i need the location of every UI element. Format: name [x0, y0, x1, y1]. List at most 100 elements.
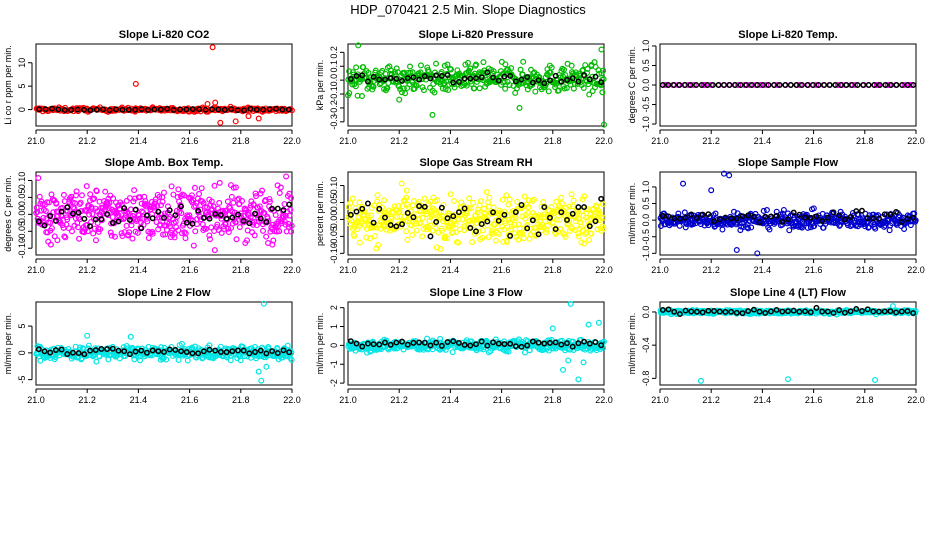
sample-point — [799, 224, 806, 231]
mean-point — [41, 348, 48, 355]
mean-point — [676, 215, 683, 222]
y-tick-label: 0.00 — [329, 211, 339, 229]
x-tick-label: 22.0 — [907, 395, 925, 405]
sample-point — [600, 214, 607, 221]
sample-point — [506, 82, 513, 89]
mean-point — [370, 219, 377, 226]
sample-point — [170, 191, 177, 198]
sample-point — [490, 204, 497, 211]
mean-point — [359, 72, 366, 79]
sample-point — [463, 210, 470, 217]
mean-point — [467, 342, 474, 349]
sample-point — [428, 213, 435, 220]
mean-point — [387, 75, 394, 82]
sample-point — [796, 81, 803, 88]
sample-point — [261, 209, 268, 216]
mean-point — [285, 106, 292, 113]
mean-point — [793, 82, 800, 88]
mean-point — [215, 106, 222, 113]
mean-point — [252, 349, 258, 355]
sample-point — [62, 234, 69, 241]
sample-point — [381, 197, 388, 204]
sample-point — [288, 356, 295, 363]
sample-point — [257, 190, 264, 197]
y-axis-label: Li co r ppm per min. — [3, 45, 13, 125]
sample-point — [198, 185, 205, 192]
y-tick-label: -0.10 — [17, 238, 27, 259]
sample-point — [109, 214, 116, 221]
mean-point — [274, 350, 281, 357]
mean-point — [665, 306, 672, 313]
mean-point — [904, 215, 911, 222]
mean-point — [501, 73, 508, 80]
mean-point — [410, 74, 417, 81]
mean-point — [558, 78, 565, 85]
outlier-point — [549, 325, 556, 332]
mean-point — [512, 343, 519, 350]
mean-point — [58, 208, 65, 215]
mean-point — [132, 206, 139, 213]
mean-point — [206, 215, 213, 222]
sample-point — [486, 194, 493, 201]
mean-point — [280, 207, 287, 213]
mean-point — [547, 339, 553, 346]
sample-point — [399, 203, 406, 210]
mean-point — [882, 82, 889, 88]
sample-point — [417, 219, 424, 226]
mean-point — [821, 82, 828, 88]
mean-point — [841, 309, 848, 316]
sample-point — [352, 83, 359, 90]
mean-point — [665, 213, 672, 220]
mean-point — [404, 210, 411, 216]
mean-point — [202, 106, 209, 113]
sample-point — [746, 81, 753, 88]
mean-point — [55, 106, 62, 113]
sample-point — [229, 208, 236, 215]
sample-point — [89, 210, 96, 217]
y-tick-label: -0.5 — [641, 97, 651, 113]
mean-point — [581, 338, 588, 345]
mean-point — [841, 216, 848, 223]
sample-point — [276, 190, 283, 197]
sample-point — [760, 207, 767, 214]
x-tick-label: 21.6 — [181, 395, 199, 405]
sample-point — [228, 193, 235, 200]
sample-point — [476, 85, 483, 92]
x-tick-label: 21.2 — [78, 136, 96, 146]
sample-point — [599, 89, 606, 96]
outlier-point — [209, 44, 216, 51]
sample-point — [136, 212, 143, 219]
x-tick-label: 21.8 — [856, 265, 874, 275]
mean-point — [92, 347, 99, 353]
mean-point — [157, 106, 164, 113]
mean-point — [416, 339, 423, 346]
sample-point — [84, 221, 91, 228]
sample-point — [168, 183, 175, 190]
y-tick-label: -1.0 — [641, 116, 651, 132]
mean-point — [756, 308, 763, 315]
mean-point — [773, 212, 780, 219]
mean-point — [183, 349, 190, 355]
sample-point — [388, 215, 395, 222]
y-tick-label: -0.5 — [641, 229, 651, 245]
mean-point — [353, 340, 360, 347]
sample-point — [514, 198, 521, 205]
sample-point — [278, 218, 285, 225]
outlier-point — [255, 368, 262, 375]
sample-point — [518, 204, 525, 211]
mean-point — [732, 82, 739, 88]
sample-point — [536, 73, 543, 80]
sample-point — [251, 232, 258, 239]
sample-point — [92, 237, 99, 244]
mean-point — [859, 207, 865, 214]
mean-point — [552, 339, 559, 346]
y-tick-label: 0.05 — [17, 189, 27, 207]
mean-point — [739, 213, 746, 220]
mean-point — [221, 106, 228, 113]
mean-point — [535, 77, 542, 84]
sample-point — [175, 356, 182, 363]
sample-point — [93, 358, 100, 365]
mean-point — [552, 72, 559, 79]
sample-point — [568, 191, 575, 198]
sample-point — [375, 241, 382, 248]
